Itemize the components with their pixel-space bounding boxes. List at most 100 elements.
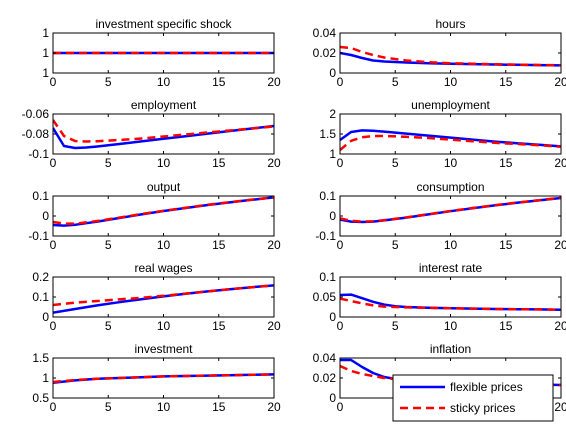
panel-title: consumption — [416, 180, 484, 194]
x-tick-label: 5 — [392, 75, 399, 89]
x-tick-label: 15 — [212, 156, 226, 170]
y-tick-label: 0.05 — [313, 290, 337, 304]
y-tick-label: 0.02 — [313, 46, 337, 60]
x-tick-label: 15 — [499, 156, 513, 170]
legend-label-flexible-prices: flexible prices — [450, 380, 523, 394]
series-line-flexible-prices — [340, 196, 561, 224]
y-tick-label: -0.08 — [22, 127, 50, 141]
panel-title: investment specific shock — [95, 17, 232, 31]
x-tick-label: 20 — [267, 238, 281, 252]
legend-box — [392, 374, 554, 422]
panel-title: inflation — [430, 342, 471, 356]
x-tick-label: 0 — [50, 319, 57, 333]
x-tick-label: 5 — [105, 400, 112, 414]
x-tick-label: 15 — [212, 75, 226, 89]
y-tick-label: -0.1 — [28, 147, 49, 161]
y-tick-label: 0.02 — [313, 371, 337, 385]
y-tick-label: 1 — [329, 147, 336, 161]
series-line-flexible-prices — [340, 129, 561, 148]
series-line-flexible-prices — [340, 51, 561, 67]
y-tick-label: 0.1 — [32, 290, 49, 304]
x-tick-label: 5 — [105, 238, 112, 252]
y-tick-label: 0.1 — [319, 189, 336, 203]
y-tick-label: 0 — [42, 310, 49, 324]
x-tick-label: 20 — [267, 319, 281, 333]
panel-title: real wages — [134, 261, 192, 275]
x-tick-label: 0 — [337, 75, 344, 89]
panel-title: hours — [435, 17, 465, 31]
y-tick-label: -0.1 — [28, 229, 49, 243]
panel-real-wages: real wages 0 5 10 15 20 0 0.1 0.2 — [32, 261, 281, 333]
y-tick-label: 1 — [42, 66, 49, 80]
x-tick-label: 5 — [105, 75, 112, 89]
series-line-sticky-prices — [340, 134, 561, 151]
x-tick-label: 20 — [267, 75, 281, 89]
x-tick-label: 5 — [105, 319, 112, 333]
panel-title: employment — [131, 98, 197, 112]
y-tick-label: 0 — [329, 209, 336, 223]
y-tick-label: 0.1 — [319, 270, 336, 284]
x-tick-label: 5 — [392, 319, 399, 333]
x-tick-label: 20 — [554, 400, 566, 414]
y-tick-label: 1 — [42, 26, 49, 40]
x-tick-label: 20 — [267, 400, 281, 414]
panel-title: interest rate — [419, 261, 483, 275]
y-tick-label: 0.04 — [313, 351, 337, 365]
x-tick-label: 20 — [554, 319, 566, 333]
panel-hours: hours 0 5 10 15 20 0 0.02 0.04 — [313, 17, 566, 89]
x-tick-label: 15 — [499, 238, 513, 252]
legend-label-sticky-prices: sticky prices — [450, 401, 515, 415]
x-tick-label: 0 — [50, 75, 57, 89]
x-tick-label: 10 — [157, 238, 171, 252]
panel-title: investment — [134, 342, 193, 356]
x-tick-label: 0 — [337, 238, 344, 252]
y-tick-label: 0 — [329, 310, 336, 324]
x-tick-label: 10 — [444, 156, 458, 170]
y-tick-label: -0.1 — [315, 229, 336, 243]
y-tick-label: 0.04 — [313, 26, 337, 40]
panel-investment-specific-shock: investment specific shock 0 5 10 15 20 1 1 1 — [42, 17, 281, 89]
y-tick-label: 1 — [42, 46, 49, 60]
y-tick-label: 0.5 — [32, 391, 49, 405]
series-line-flexible-prices — [53, 196, 274, 227]
x-tick-label: 20 — [554, 238, 566, 252]
series-line-sticky-prices — [53, 119, 274, 143]
x-tick-label: 10 — [157, 319, 171, 333]
y-tick-label: 0 — [329, 391, 336, 405]
x-tick-label: 0 — [50, 156, 57, 170]
y-tick-label: 1.5 — [32, 351, 49, 365]
panel-unemployment: unemployment 0 5 10 15 20 1 1.5 2 — [319, 98, 566, 170]
x-tick-label: 15 — [499, 319, 513, 333]
series-line-sticky-prices — [53, 373, 274, 384]
x-tick-label: 15 — [212, 400, 226, 414]
x-tick-label: 5 — [392, 238, 399, 252]
panel-interest-rate: interest rate 0 5 10 15 20 0 0.05 0.1 — [313, 261, 566, 333]
y-tick-label: 1.5 — [319, 127, 336, 141]
x-tick-label: 10 — [444, 319, 458, 333]
x-tick-label: 10 — [157, 400, 171, 414]
x-tick-label: 15 — [212, 238, 226, 252]
x-tick-label: 0 — [337, 319, 344, 333]
y-tick-label: -0.06 — [22, 107, 50, 121]
y-tick-label: 2 — [329, 107, 336, 121]
x-tick-label: 0 — [337, 400, 344, 414]
x-tick-label: 20 — [267, 156, 281, 170]
x-tick-label: 10 — [444, 238, 458, 252]
x-tick-label: 0 — [337, 156, 344, 170]
panel-employment: employment 0 5 10 15 20 -0.1 -0.08 -0.06 — [22, 98, 281, 170]
y-tick-label: 1 — [42, 371, 49, 385]
x-tick-label: 10 — [157, 75, 171, 89]
panel-investment: investment 0 5 10 15 20 0.5 1 1.5 — [32, 342, 281, 414]
legend: flexible prices sticky prices — [392, 374, 554, 422]
x-tick-label: 0 — [50, 400, 57, 414]
x-tick-label: 5 — [392, 156, 399, 170]
x-tick-label: 0 — [50, 238, 57, 252]
x-tick-label: 10 — [444, 75, 458, 89]
y-tick-label: 0 — [42, 209, 49, 223]
x-tick-label: 20 — [554, 75, 566, 89]
